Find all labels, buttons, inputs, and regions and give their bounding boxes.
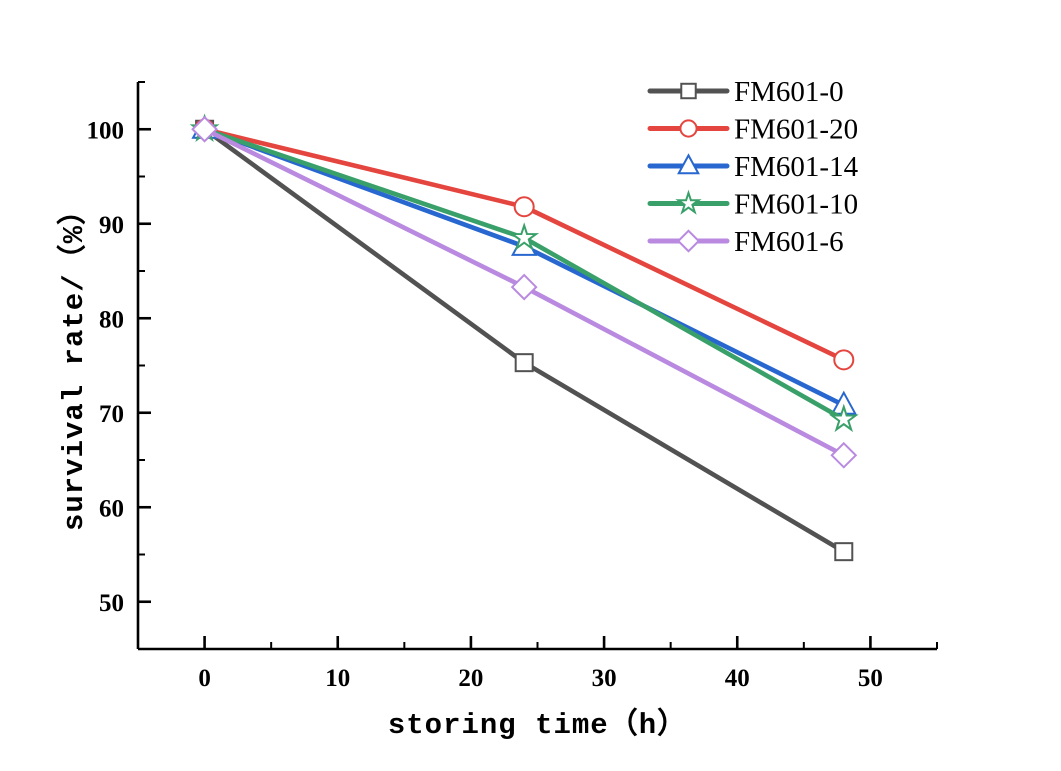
legend-label: FM601-6 bbox=[734, 226, 844, 258]
circle-marker bbox=[679, 119, 698, 138]
x-tick-label: 0 bbox=[198, 665, 211, 692]
y-axis: 50 60 70 80 90 100 bbox=[87, 81, 151, 649]
legend-label: FM601-14 bbox=[734, 151, 859, 183]
square-marker bbox=[680, 82, 697, 100]
x-tick-label: 30 bbox=[592, 665, 617, 692]
legend-item-FM601-14: FM601-14 bbox=[647, 151, 859, 183]
x-tick-label: 20 bbox=[458, 665, 483, 692]
diamond-marker bbox=[830, 441, 858, 469]
y-tick-label: 100 bbox=[87, 117, 125, 144]
x-tick-label: 50 bbox=[858, 665, 883, 692]
star-marker bbox=[509, 222, 540, 251]
diamond-marker bbox=[510, 273, 538, 301]
series-FM601-0 bbox=[195, 119, 854, 562]
triangle-marker bbox=[677, 153, 700, 175]
x-tick-label: 40 bbox=[725, 665, 750, 692]
legend-item-FM601-6: FM601-6 bbox=[647, 226, 844, 258]
legend-item-FM601-10: FM601-10 bbox=[647, 189, 858, 221]
x-tick-label: 10 bbox=[325, 665, 350, 692]
y-tick-label: 60 bbox=[99, 495, 124, 522]
circle-marker bbox=[513, 196, 535, 218]
y-tick-label: 70 bbox=[99, 401, 124, 428]
y-tick-label: 80 bbox=[99, 306, 124, 333]
circle-marker bbox=[833, 349, 855, 371]
legend-label: FM601-0 bbox=[734, 76, 844, 108]
diamond-marker bbox=[191, 115, 218, 143]
y-axis-title: survival rate/（%） bbox=[58, 194, 91, 532]
x-axis-title: storing time（h） bbox=[387, 709, 688, 742]
y-tick-label: 50 bbox=[99, 590, 124, 617]
legend-item-FM601-0: FM601-0 bbox=[647, 76, 844, 108]
y-tick-label: 90 bbox=[99, 212, 124, 239]
legend-label: FM601-10 bbox=[734, 189, 858, 221]
legend-item-FM601-20: FM601-20 bbox=[647, 114, 858, 146]
legend-label: FM601-20 bbox=[734, 114, 858, 146]
star-marker bbox=[828, 403, 859, 433]
star-marker bbox=[675, 189, 702, 215]
x-axis: 0 10 20 30 40 50 bbox=[138, 636, 938, 692]
legend: FM601-0 FM601-20 FM601-14 FM601-10 FM601-6 bbox=[647, 76, 859, 258]
series-FM601-6 bbox=[191, 115, 858, 469]
diamond-marker bbox=[676, 229, 701, 253]
square-marker bbox=[834, 542, 854, 562]
square-marker bbox=[514, 353, 534, 373]
